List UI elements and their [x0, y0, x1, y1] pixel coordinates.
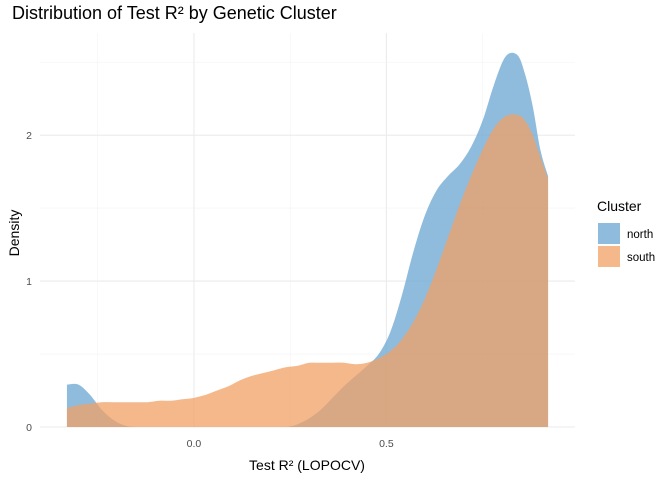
legend: Cluster north south [597, 198, 655, 267]
legend-label-north: north [627, 229, 653, 241]
legend-title: Cluster [597, 198, 642, 214]
legend-key-south [598, 246, 620, 267]
density-area-south [66, 114, 549, 427]
y-axis-title: Density [6, 210, 22, 257]
density-areas [66, 52, 549, 428]
plot-panel: 0.0 0.5 0 1 2 [26, 33, 575, 450]
axis-ticks: 0.0 0.5 0 1 2 [26, 130, 394, 450]
legend-label-south: south [627, 252, 655, 264]
y-tick-label: 0 [26, 422, 32, 434]
legend-key-north [598, 223, 620, 244]
y-tick-label: 2 [26, 130, 32, 142]
x-tick-label: 0.0 [187, 438, 202, 450]
y-tick-label: 1 [26, 276, 32, 288]
x-tick-label: 0.5 [379, 438, 394, 450]
x-axis-title: Test R² (LOPOCV) [249, 457, 365, 473]
chart-title: Distribution of Test R² by Genetic Clust… [12, 3, 337, 23]
